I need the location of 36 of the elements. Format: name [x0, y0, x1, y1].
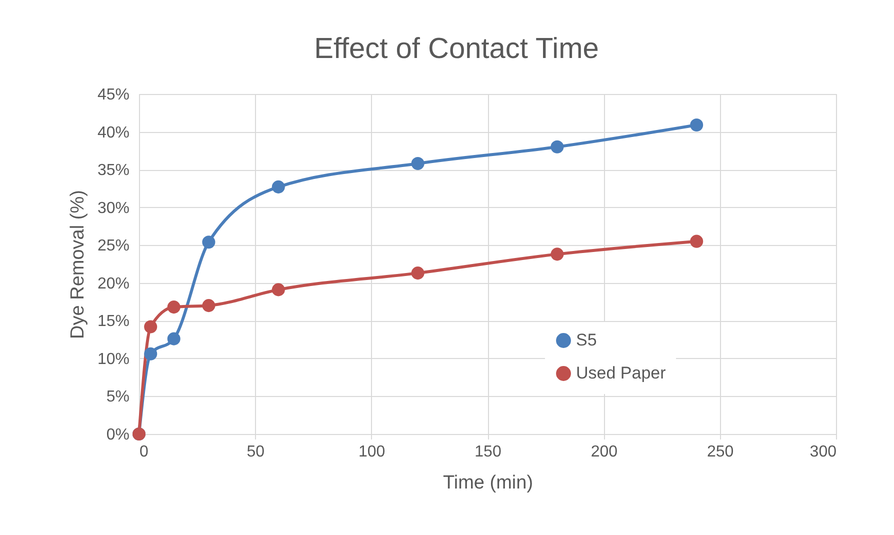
y-tick-label: 10%: [97, 350, 130, 368]
point: [550, 140, 564, 154]
point: [272, 180, 285, 194]
point: [411, 266, 424, 280]
x-tick-label: 250: [706, 444, 734, 460]
point: [411, 157, 424, 170]
legend-label: S5: [576, 330, 597, 350]
y-tick-label: 35%: [97, 162, 130, 180]
y-tick-label: 20%: [97, 275, 130, 292]
x-tick-label: 100: [358, 444, 386, 460]
point: [550, 248, 564, 261]
point: [272, 283, 285, 296]
y-tick-label: 5%: [106, 388, 130, 406]
point: [144, 347, 158, 360]
legend-label: Used Paper: [576, 364, 666, 382]
x-axis-title: Time (min): [442, 472, 534, 494]
y-tick-label: 40%: [97, 124, 130, 142]
y-tick-label: 25%: [97, 238, 130, 255]
point: [167, 300, 180, 314]
point: [167, 332, 180, 346]
x-tick-label: 200: [590, 444, 618, 460]
x-tick-label: 50: [246, 444, 265, 460]
y-axis-title: Dye Removal (%): [67, 190, 88, 339]
x-tick-label: 150: [474, 444, 502, 460]
y-tick-label: 0%: [106, 426, 130, 444]
point: [202, 236, 216, 249]
y-tick-label: 45%: [97, 86, 130, 104]
x-tick-label: 0: [140, 444, 148, 460]
point: [690, 234, 704, 248]
x-tick-label: 300: [810, 444, 837, 460]
point: [144, 320, 158, 334]
y-tick-label: 15%: [97, 313, 130, 330]
point: [690, 118, 704, 132]
y-tick-label: 30%: [97, 200, 130, 217]
chart-title: Effect of Contact Time: [314, 33, 599, 65]
point: [202, 299, 216, 312]
